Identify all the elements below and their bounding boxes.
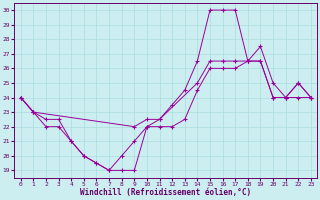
- X-axis label: Windchill (Refroidissement éolien,°C): Windchill (Refroidissement éolien,°C): [80, 188, 252, 197]
